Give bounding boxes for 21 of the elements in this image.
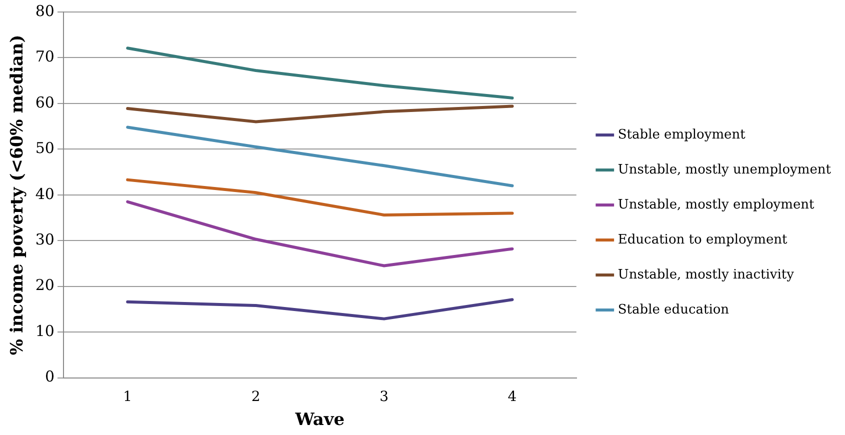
y-axis-title: % income poverty (<60% median): [8, 34, 28, 356]
legend-label: Education to employment: [618, 232, 788, 248]
legend-label: Stable employment: [618, 127, 746, 142]
legend-label: Unstable, mostly unemployment: [618, 162, 832, 178]
legend-label: Unstable, mostly inactivity: [618, 267, 795, 282]
y-tick-label: 60: [35, 93, 54, 112]
legend-label: Unstable, mostly employment: [618, 197, 816, 212]
x-tick-label: 4: [508, 388, 517, 405]
legend-label: Stable education: [618, 302, 730, 318]
y-tick-label: 50: [35, 139, 54, 158]
y-tick-label: 40: [35, 184, 54, 203]
y-tick-label: 30: [35, 230, 54, 249]
y-tick-label: 20: [35, 276, 54, 294]
y-tick-label: 80: [35, 2, 54, 20]
x-tick-label: 1: [123, 388, 132, 405]
y-tick-label: 10: [35, 322, 54, 340]
x-tick-label: 3: [380, 388, 388, 405]
y-tick-label: 70: [35, 48, 54, 66]
x-tick-label: 2: [251, 388, 260, 405]
x-axis-title: Wave: [294, 410, 345, 430]
y-tick-label: 0: [44, 368, 54, 386]
